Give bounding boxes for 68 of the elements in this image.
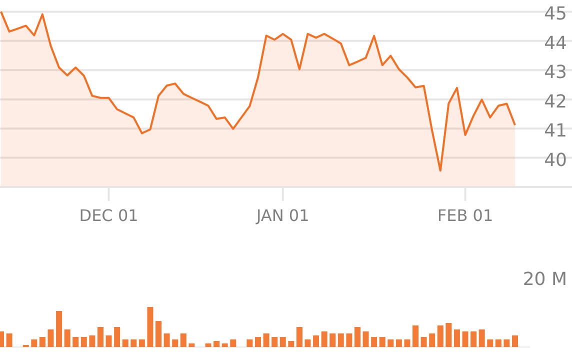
bar <box>205 343 212 347</box>
bar <box>404 339 410 347</box>
bar <box>97 327 104 347</box>
bar <box>230 339 236 347</box>
bar <box>478 329 485 347</box>
x-tick-label: JAN 01 <box>255 206 310 225</box>
bar <box>31 339 38 347</box>
bar <box>39 337 46 347</box>
bar <box>130 339 137 347</box>
bar <box>304 339 311 347</box>
bar <box>420 337 427 347</box>
bar <box>354 327 360 347</box>
bar <box>379 337 386 347</box>
y-tick-label: 43 <box>544 62 567 84</box>
bar <box>48 329 54 347</box>
y-tick-label: 44 <box>544 32 567 54</box>
bar <box>172 339 178 347</box>
bar <box>454 329 460 347</box>
bar <box>6 333 12 347</box>
bar <box>288 341 294 347</box>
bar <box>495 339 502 347</box>
bar <box>388 339 394 347</box>
bar <box>56 311 62 347</box>
bar <box>188 343 195 347</box>
bar <box>280 337 286 347</box>
bar <box>147 307 154 347</box>
bar <box>321 331 328 347</box>
bar <box>362 331 369 347</box>
bar <box>80 337 87 347</box>
y-tick-label: 41 <box>544 120 567 142</box>
bar <box>255 337 261 347</box>
y-tick-label: 40 <box>544 150 567 171</box>
bar <box>504 339 510 347</box>
bar <box>114 327 120 347</box>
bar <box>396 339 402 347</box>
bar <box>180 333 186 347</box>
bar <box>470 331 477 347</box>
bar <box>122 339 128 347</box>
bar <box>263 333 270 347</box>
bar <box>296 327 302 347</box>
bar <box>330 333 336 347</box>
bar <box>64 329 70 347</box>
bar <box>429 333 436 347</box>
y-tick-label: 45 <box>544 4 567 25</box>
bar <box>462 331 468 347</box>
bar <box>487 339 494 347</box>
bar <box>72 337 79 347</box>
x-tick-label: DEC 01 <box>79 206 138 225</box>
bar <box>156 321 162 347</box>
bar <box>272 337 278 347</box>
bar <box>371 337 378 347</box>
bar <box>138 339 145 347</box>
bar <box>164 333 170 347</box>
bar <box>338 333 344 347</box>
bar <box>106 335 112 347</box>
text: 20 M <box>522 269 567 290</box>
x-tick-label: FEB 01 <box>437 206 494 225</box>
bar <box>313 335 320 347</box>
y-tick-label: 42 <box>544 91 567 112</box>
bar <box>437 325 444 347</box>
bar <box>446 323 452 347</box>
bar <box>246 339 253 347</box>
bar <box>512 335 518 347</box>
bar <box>346 333 352 347</box>
bar <box>214 341 220 347</box>
bar <box>222 343 228 347</box>
bar <box>412 325 419 347</box>
bar <box>89 335 96 347</box>
